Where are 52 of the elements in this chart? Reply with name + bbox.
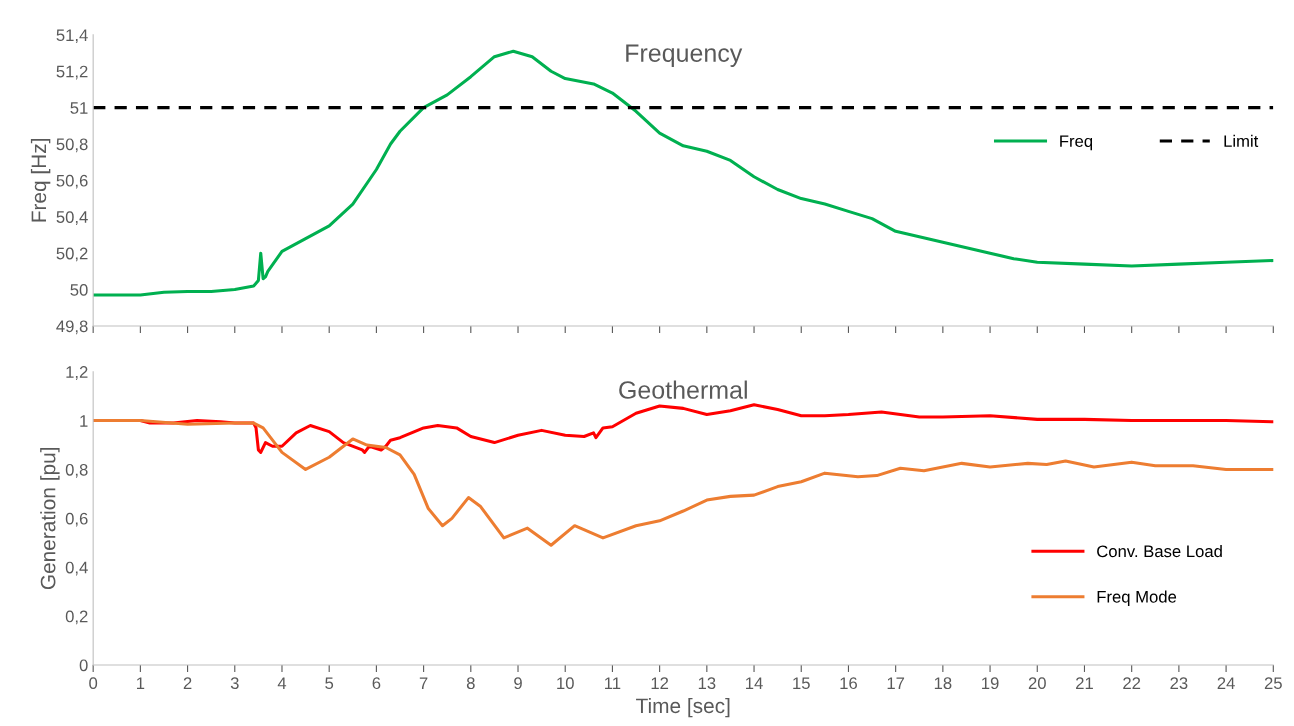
x-tick-label: 24 bbox=[1217, 677, 1235, 689]
x-tick-label: 13 bbox=[698, 677, 716, 690]
y-tick-label: 1 bbox=[80, 415, 88, 427]
y-axis-title: Freq [Hz] bbox=[30, 139, 51, 222]
x-tick-label: 12 bbox=[651, 677, 669, 689]
y-tick-label: 0,6 bbox=[65, 512, 88, 527]
x-axis-title: Time [sec] bbox=[636, 697, 730, 718]
x-tick-label: 4 bbox=[277, 677, 287, 689]
chart-title: Frequency bbox=[626, 44, 743, 67]
y-tick-label: 50,8 bbox=[56, 138, 88, 153]
y-tick-label: 49,8 bbox=[56, 320, 88, 335]
legend-label: Freq bbox=[1060, 135, 1093, 151]
y-tick-label: 50,6 bbox=[56, 174, 88, 189]
x-tick-label: 22 bbox=[1123, 677, 1141, 689]
x-tick-label: 17 bbox=[887, 677, 905, 689]
line-series bbox=[93, 419, 1274, 547]
y-tick-label: 0 bbox=[79, 659, 88, 672]
y-tick-label: 1,2 bbox=[66, 366, 88, 380]
x-tick-label: 0 bbox=[89, 677, 98, 690]
y-tick-label: 51 bbox=[70, 102, 88, 114]
chart-title: Geothermal bbox=[619, 380, 747, 399]
y-tick-label: 51,4 bbox=[56, 29, 88, 44]
y-tick-label: 50,2 bbox=[56, 247, 88, 262]
x-tick-label: 1 bbox=[137, 677, 145, 689]
x-tick-label: 5 bbox=[325, 677, 334, 690]
x-tick-label: 8 bbox=[466, 677, 475, 690]
y-axis-title: Generation [pu] bbox=[40, 448, 60, 590]
x-tick-label: 10 bbox=[557, 677, 574, 690]
y-tick-label: 50 bbox=[70, 283, 88, 296]
y-tick-label: 0,4 bbox=[65, 561, 88, 576]
y-tick-label: 50,4 bbox=[56, 211, 88, 225]
x-tick-label: 3 bbox=[230, 677, 239, 690]
y-tick-label: 0,8 bbox=[65, 463, 88, 478]
legend-label: Limit bbox=[1224, 134, 1259, 147]
x-tick-label: 23 bbox=[1170, 677, 1188, 690]
x-tick-label: 11 bbox=[605, 677, 621, 689]
x-tick-label: 2 bbox=[183, 677, 192, 689]
x-tick-label: 14 bbox=[746, 677, 763, 689]
y-tick-label: 0,2 bbox=[65, 610, 88, 625]
legend-label: Freq Mode bbox=[1097, 590, 1177, 607]
y-tick-label: 51,2 bbox=[56, 65, 88, 80]
x-tick-label: 7 bbox=[419, 677, 428, 689]
x-tick-label: 20 bbox=[1028, 677, 1046, 690]
x-tick-label: 16 bbox=[840, 677, 857, 690]
x-tick-label: 19 bbox=[982, 677, 999, 690]
x-tick-label: 6 bbox=[372, 677, 381, 690]
x-tick-label: 21 bbox=[1076, 677, 1093, 689]
x-tick-label: 15 bbox=[793, 677, 810, 690]
x-tick-label: 18 bbox=[934, 677, 952, 690]
x-tick-label: 9 bbox=[514, 677, 522, 690]
x-tick-label: 25 bbox=[1264, 677, 1282, 690]
legend-label: Conv. Base Load bbox=[1097, 544, 1222, 558]
